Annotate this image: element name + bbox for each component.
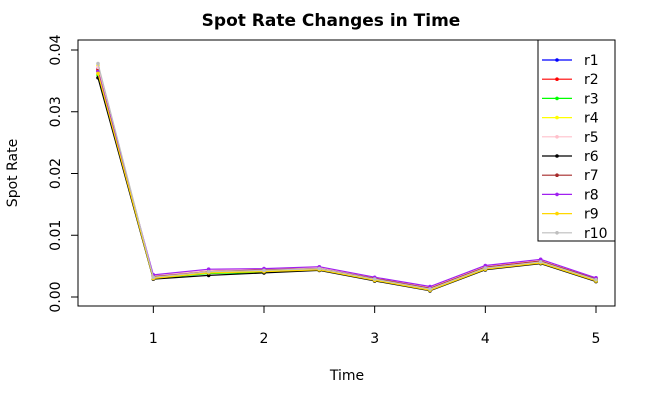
y-axis-label: Spot Rate [5, 139, 21, 207]
legend-marker [555, 96, 559, 101]
legend-label: r3 [584, 91, 599, 107]
legend-label: r9 [584, 207, 599, 223]
data-point-r8 [206, 267, 211, 272]
series-r8 [96, 69, 598, 289]
y-tick-label: 0.01 [48, 220, 64, 251]
series-line-r4 [97, 65, 597, 291]
series-line-r3 [97, 74, 597, 291]
legend-marker [555, 173, 559, 177]
data-point-r8 [538, 257, 543, 262]
legend-label: r2 [584, 72, 599, 88]
series-line-r1 [97, 68, 597, 290]
legend-marker [555, 58, 559, 62]
legend-label: r8 [584, 187, 599, 203]
series-line-r5 [97, 67, 597, 288]
x-tick-label: 3 [370, 331, 379, 347]
legend-label: r4 [584, 111, 599, 127]
legend-marker [555, 231, 559, 235]
series-line-r8 [97, 71, 597, 288]
series-line-r6 [97, 77, 597, 292]
y-tick-label: 0.00 [48, 281, 64, 312]
series-r10 [96, 61, 598, 291]
data-point-r10 [206, 269, 211, 274]
x-axis: 1 2 3 4 5 [149, 305, 601, 347]
legend-entry-r7: r7 [542, 168, 599, 184]
data-point-r10 [317, 266, 322, 271]
legend-entry-r5: r5 [542, 130, 599, 146]
data-point-r8 [428, 284, 432, 289]
series-r1 [96, 66, 598, 291]
chart-title: Spot Rate Changes in Time [202, 11, 461, 31]
y-tick-label: 0.04 [48, 34, 64, 65]
legend: r1 r2 r3 r4 r5 r6 r7 r8 r9 r10 [537, 39, 616, 242]
series-r4 [96, 63, 598, 292]
data-point-r10 [372, 277, 377, 281]
x-axis-label: Time [329, 368, 364, 384]
series-line-r7 [97, 70, 597, 290]
legend-label: r1 [584, 53, 599, 69]
data-point-r9 [96, 71, 100, 76]
x-tick-label: 1 [149, 331, 158, 347]
legend-box [537, 39, 616, 242]
legend-entry-r1: r1 [542, 53, 599, 69]
legend-marker [555, 154, 559, 158]
series-r3 [96, 72, 598, 293]
data-point-r10 [538, 260, 543, 264]
plot-area-frame [77, 39, 616, 307]
series-line-r2 [97, 69, 597, 289]
series-r9 [96, 71, 598, 293]
legend-entry-r2: r2 [542, 72, 599, 88]
series-r2 [96, 67, 598, 290]
legend-label: r10 [584, 226, 608, 242]
data-point-r8 [483, 263, 488, 268]
series-layer [96, 61, 598, 293]
y-tick-label: 0.02 [48, 158, 64, 189]
data-point-r10 [151, 275, 156, 280]
legend-entry-r9: r9 [542, 207, 599, 223]
legend-marker [555, 135, 559, 139]
legend-marker [555, 77, 559, 81]
legend-entry-r8: r8 [542, 187, 599, 203]
legend-entry-r6: r6 [542, 149, 599, 165]
series-r6 [96, 75, 598, 293]
legend-entry-r10: r10 [542, 226, 608, 242]
data-point-r10 [96, 61, 100, 66]
y-axis: 0.00 0.01 0.02 0.03 0.04 [48, 34, 79, 313]
series-r5 [96, 65, 598, 289]
series-line-r9 [97, 73, 597, 291]
data-point-r6 [206, 273, 211, 278]
x-tick-label: 4 [481, 331, 490, 347]
legend-label: r7 [584, 168, 599, 184]
y-tick-label: 0.03 [48, 96, 64, 127]
legend-label: r5 [584, 130, 599, 146]
x-tick-label: 2 [260, 331, 269, 347]
data-point-r10 [262, 268, 266, 273]
legend-entry-r3: r3 [542, 91, 599, 107]
data-point-r10 [594, 277, 598, 282]
series-r7 [96, 69, 598, 291]
x-tick-label: 5 [592, 331, 601, 347]
data-point-r10 [483, 266, 488, 270]
legend-marker [555, 192, 559, 197]
legend-label: r6 [584, 149, 599, 165]
legend-marker [555, 115, 559, 120]
legend-entry-r4: r4 [542, 111, 599, 127]
series-line-r10 [97, 63, 597, 290]
data-point-r10 [428, 287, 432, 291]
legend-marker [555, 211, 559, 216]
